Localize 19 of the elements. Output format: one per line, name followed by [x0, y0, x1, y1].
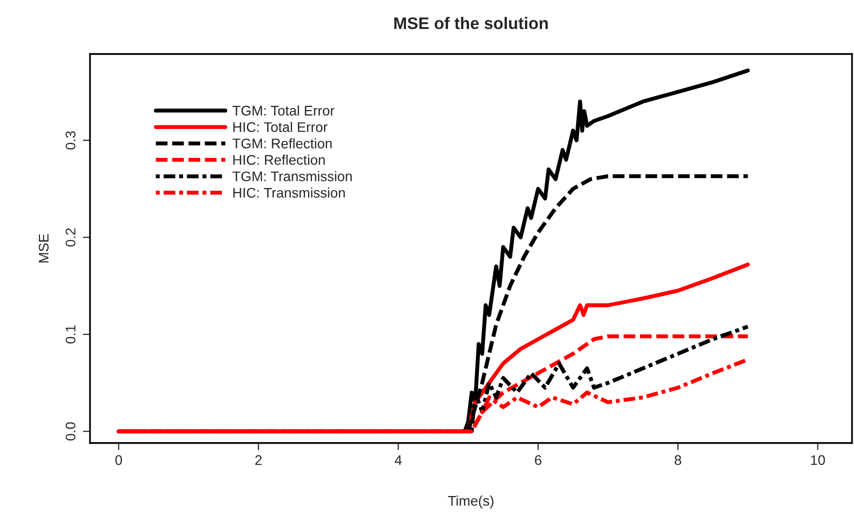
- y-tick-label: 0.2: [66, 228, 76, 246]
- x-tick-label: 4: [394, 455, 402, 465]
- legend-label: TGM: Reflection: [232, 138, 332, 148]
- x-tick-label: 10: [811, 455, 825, 466]
- y-tick-label: 0.1: [66, 325, 76, 344]
- y-axis-title: MSE: [38, 234, 49, 262]
- x-tick-label: 8: [674, 455, 682, 466]
- x-axis-title: Time(s): [448, 496, 494, 508]
- x-tick-label: 6: [534, 455, 542, 466]
- legend-label: HIC: Total Error: [233, 122, 328, 132]
- legend-label: TGM: Total Error: [232, 105, 334, 116]
- legend-label: HIC: Reflection: [233, 154, 325, 165]
- x-tick-label: 0: [115, 455, 122, 466]
- y-tick-label: 0.0: [66, 422, 76, 440]
- y-tick-label: 0.3: [66, 131, 76, 150]
- legend-label: HIC: Transmission: [233, 187, 345, 198]
- legend-label: TGM: Transmission: [232, 171, 352, 182]
- x-tick-label: 2: [255, 455, 262, 465]
- chart-title: MSE of the solution: [394, 16, 548, 30]
